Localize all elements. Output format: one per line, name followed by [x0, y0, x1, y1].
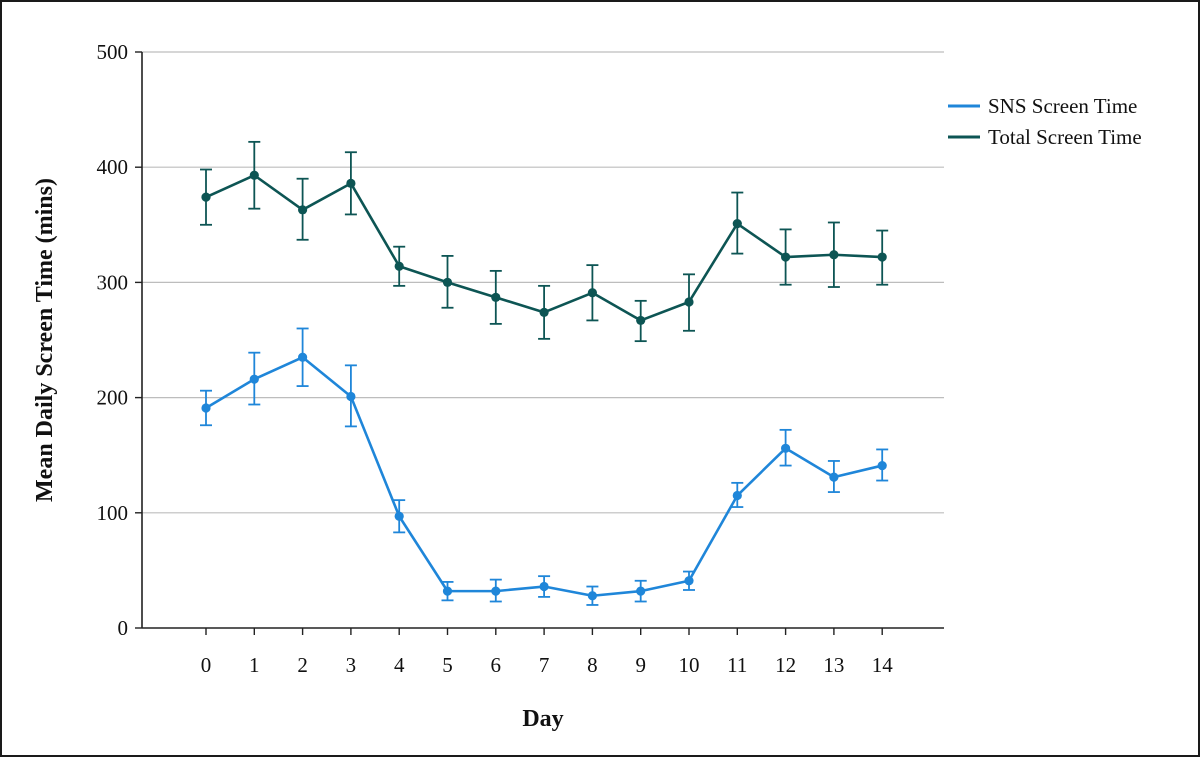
x-tick-label: 9 — [635, 653, 646, 677]
data-point — [394, 511, 404, 521]
axes — [141, 52, 944, 629]
data-point — [781, 443, 791, 453]
data-point — [491, 586, 501, 596]
x-tick-label: 13 — [823, 653, 844, 677]
data-point — [684, 297, 694, 307]
legend-label: Total Screen Time — [988, 125, 1142, 149]
data-point — [249, 374, 259, 384]
y-tick-label: 200 — [97, 386, 129, 410]
legend-label: SNS Screen Time — [988, 94, 1137, 118]
x-axis-label: Day — [522, 706, 563, 732]
data-point — [684, 576, 694, 586]
series-layer — [200, 140, 889, 606]
data-point — [298, 352, 308, 362]
data-point — [442, 277, 453, 287]
x-tick-label: 6 — [491, 653, 502, 677]
data-point — [636, 315, 646, 326]
x-tick-label: 3 — [346, 653, 357, 677]
x-tick-label: 11 — [727, 653, 747, 677]
data-point — [781, 252, 791, 262]
y-axis-ticks: 0 100 200 300 400 500 — [97, 40, 142, 640]
x-tick-label: 2 — [297, 653, 308, 677]
x-tick-label: 1 — [249, 653, 260, 677]
y-tick-label: 500 — [97, 40, 129, 64]
y-tick-label: 400 — [97, 155, 129, 179]
data-point — [877, 252, 887, 262]
data-point — [249, 170, 259, 180]
data-point — [346, 178, 356, 188]
data-point — [587, 288, 598, 298]
data-point — [732, 219, 742, 229]
x-tick-label: 10 — [679, 653, 700, 677]
data-point — [201, 403, 211, 413]
x-tick-label: 12 — [775, 653, 796, 677]
series-line — [205, 355, 883, 598]
gridlines — [142, 51, 944, 514]
data-point — [539, 307, 549, 317]
x-axis-ticks: 0 1 2 3 4 5 6 7 8 9 10 11 12 13 14 — [201, 628, 893, 677]
x-tick-label: 7 — [539, 653, 550, 677]
data-point — [442, 586, 453, 596]
data-point — [829, 472, 839, 482]
data-point — [539, 581, 549, 592]
data-point — [491, 292, 501, 302]
x-tick-label: 5 — [442, 653, 453, 677]
data-point — [877, 460, 887, 471]
data-point — [201, 192, 211, 202]
x-tick-label: 8 — [587, 653, 598, 677]
y-tick-label: 300 — [97, 270, 129, 294]
data-point — [346, 391, 356, 402]
series-total-screen-time — [200, 140, 889, 343]
y-tick-label: 100 — [97, 501, 129, 525]
data-point — [732, 490, 742, 501]
data-point — [829, 250, 839, 260]
series-sns-screen-time — [200, 327, 889, 606]
y-tick-label: 0 — [118, 616, 129, 640]
x-tick-label: 14 — [872, 653, 894, 677]
legend: SNS Screen Time Total Screen Time — [948, 94, 1142, 149]
x-tick-label: 0 — [201, 653, 212, 677]
data-point — [636, 586, 646, 596]
data-point — [394, 261, 404, 271]
x-tick-label: 4 — [394, 653, 405, 677]
data-point — [587, 591, 598, 601]
y-axis-label: Mean Daily Screen Time (mins) — [32, 178, 58, 502]
data-point — [298, 205, 308, 215]
